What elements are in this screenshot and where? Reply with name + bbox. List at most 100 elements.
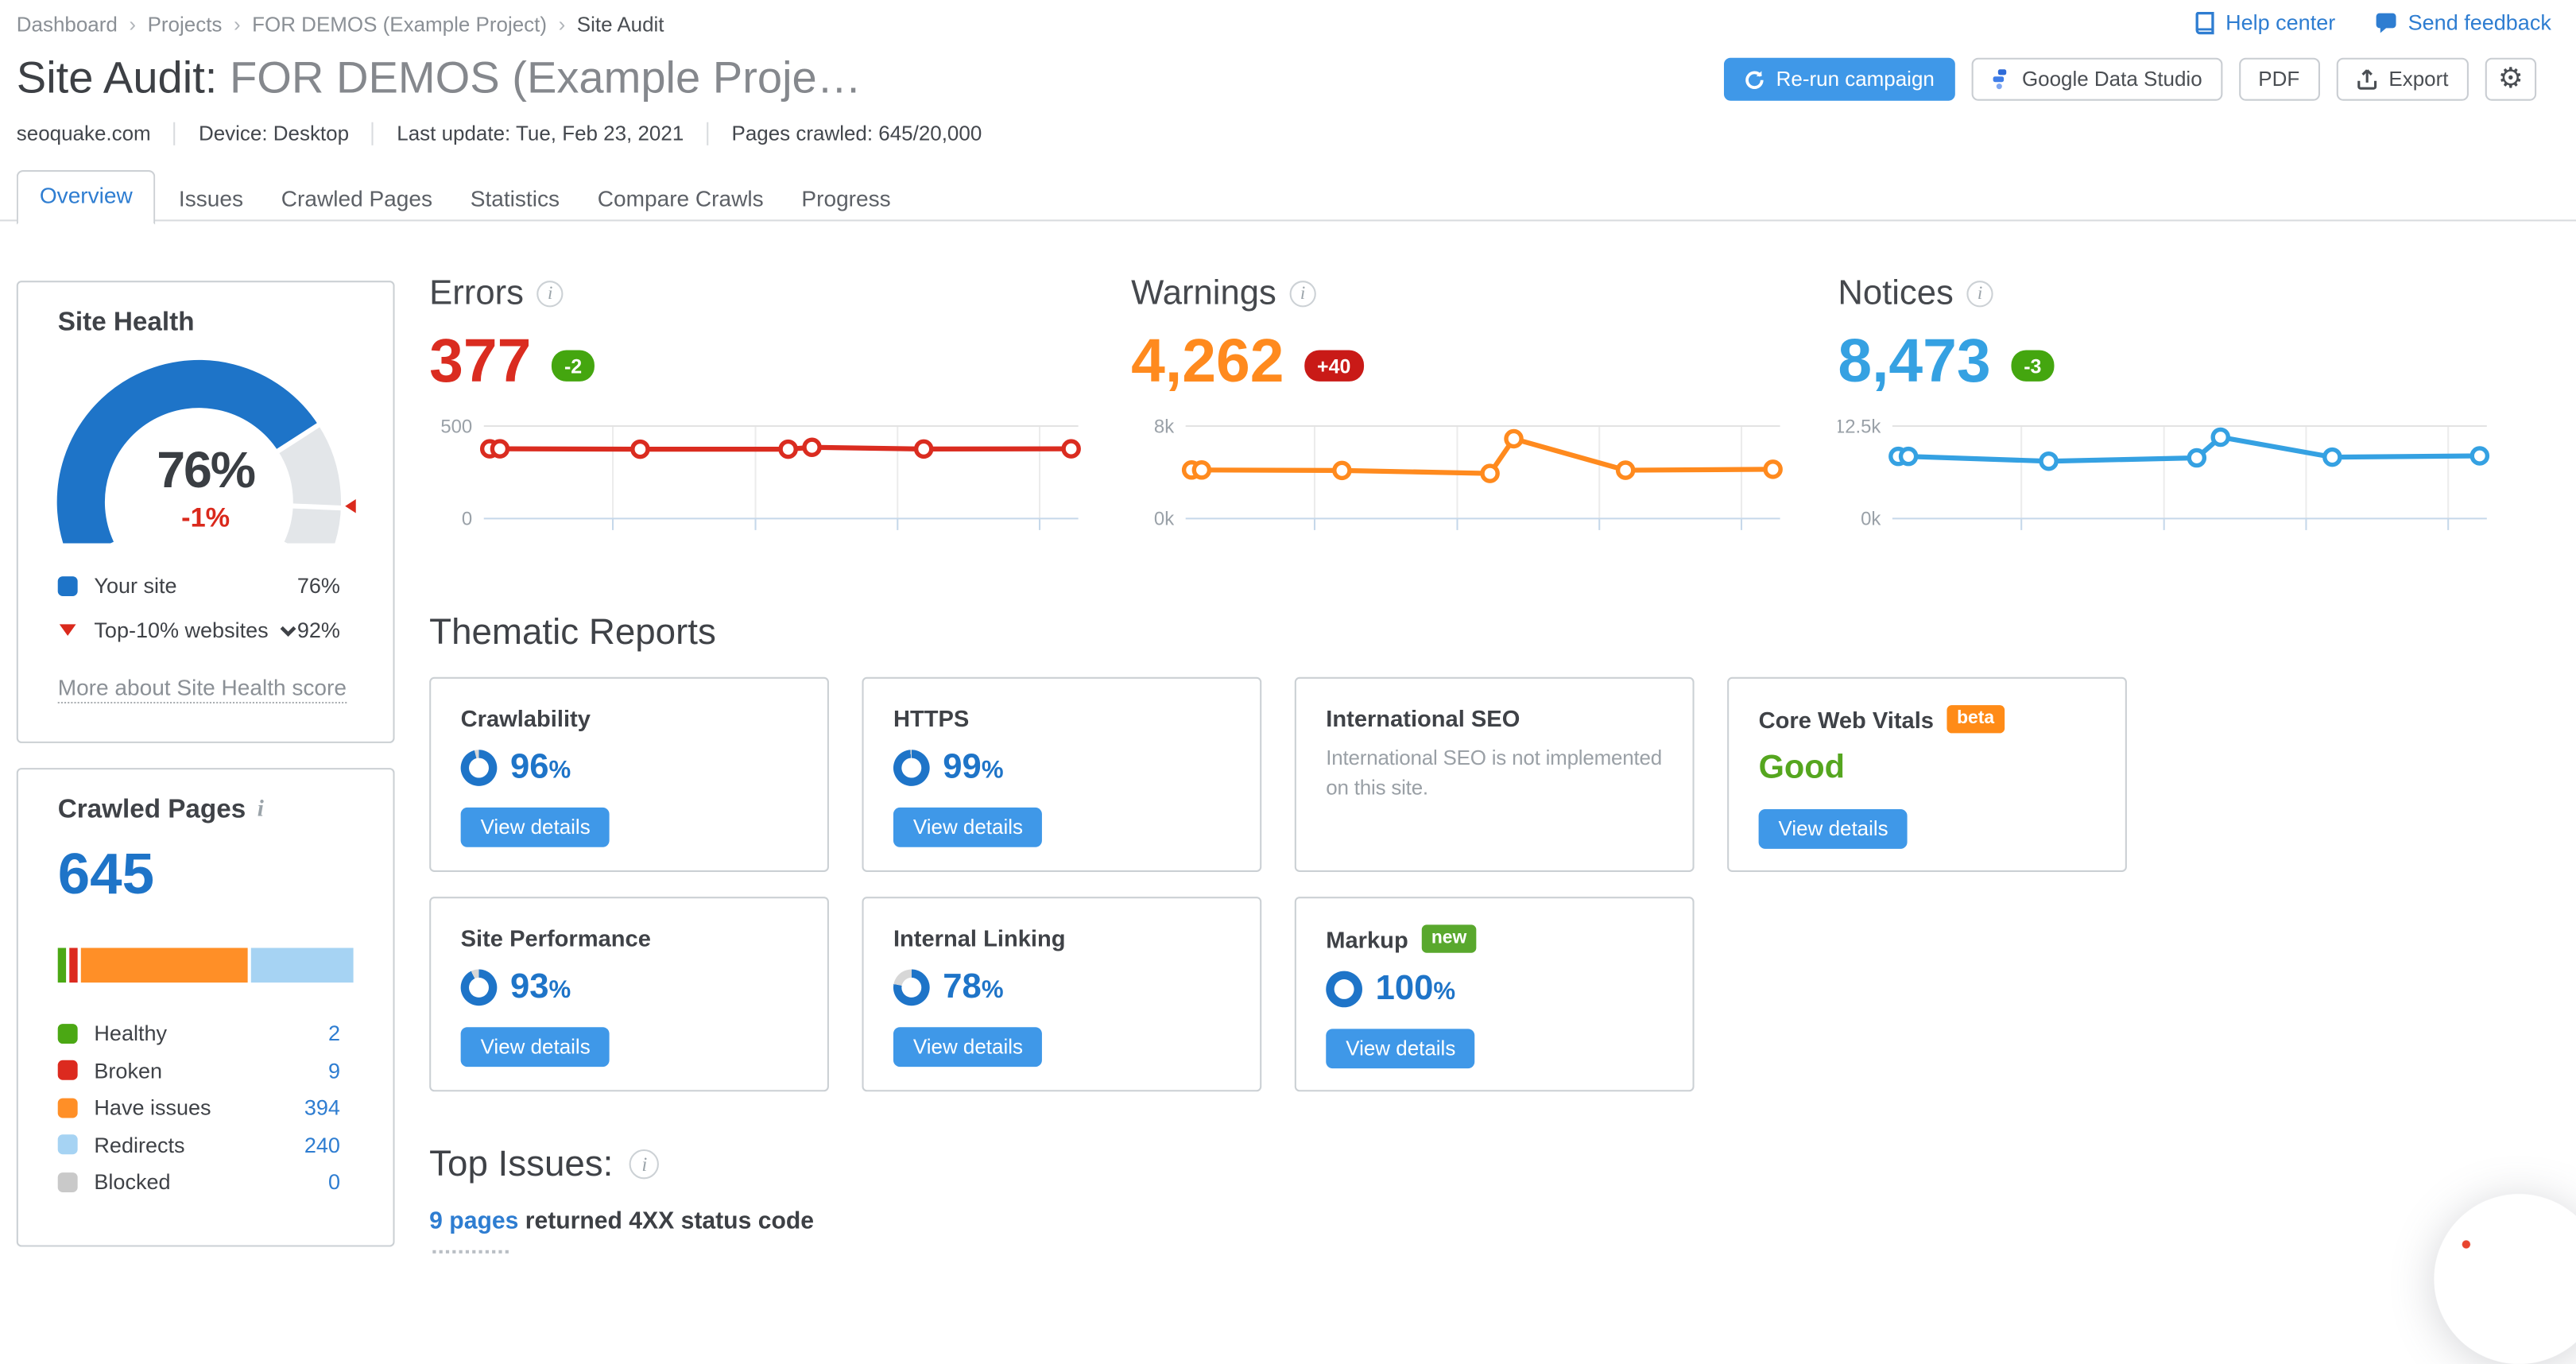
rerun-campaign-button[interactable]: Re-run campaign [1723,57,1954,101]
pdf-button[interactable]: PDF [2238,57,2320,101]
new-badge: new [1421,924,1477,954]
breadcrumb-separator: › [233,13,241,37]
crawled-pages-total: 645 [57,842,155,907]
breadcrumb-item-site-audit: Site Audit [576,13,664,37]
percent-value: 99% [943,748,1004,786]
site-health-score: 76% [157,440,256,499]
crawled-pages-legend-row: Redirects 240 [57,1132,340,1157]
meta-item: seoquake.com [16,122,151,145]
tab-progress[interactable]: Progress [801,186,891,211]
chat-widget-button[interactable] [2434,1194,2576,1364]
site-health-more-link[interactable]: More about Site Health score [57,676,347,704]
view-details-button[interactable]: View details [893,807,1043,847]
legend-label: Blocked [94,1168,171,1195]
crawled-pages-legend-row: Healthy 2 [57,1020,340,1046]
site-health-delta: -1% [181,503,230,534]
view-details-button[interactable]: View details [460,807,610,847]
errors-trend-chart: 500 0 [440,416,1081,530]
legend-swatch [57,1134,78,1155]
warnings-trend-chart: 8k 0k [1154,416,1783,530]
info-icon[interactable]: i [537,281,564,308]
thematic-reports-title: Thematic Reports [429,610,716,653]
donut-gauge [460,750,498,786]
legend-label: Redirects [94,1132,185,1157]
breadcrumb-item-projects[interactable]: Projects [147,13,223,37]
svg-text:0k: 0k [1154,509,1174,530]
help-center-link[interactable]: Help center [2194,10,2335,35]
site-health-legend-row: Top-10% websites 92% [58,618,340,642]
tab-overview[interactable]: Overview [16,169,156,225]
thematic-card-site-performance: Site Performance 93% View details [429,897,829,1092]
breadcrumb-separator: › [558,13,566,37]
info-icon[interactable]: i [1966,281,1993,308]
card-title: Internal Linking [893,924,1066,951]
tab-issues[interactable]: Issues [178,186,244,211]
legend-swatch [57,1023,78,1043]
legend-value-link[interactable]: 2 [327,1020,340,1046]
thematic-card-markup: Markup new 100% View details [1294,897,1695,1092]
info-icon[interactable]: i [257,797,264,823]
site-health-card: Site Health 76% -1% Your site 76% Top-10% … [16,281,395,743]
settings-button[interactable]: ⚙ [2485,57,2537,101]
google-data-studio-icon [1992,69,2006,90]
legend-label: Have issues [94,1095,211,1120]
legend-value-link[interactable]: 394 [304,1095,340,1120]
errors-delta-badge: -2 [551,350,595,382]
card-title: Crawlability [460,705,591,732]
legend-value-link[interactable]: 240 [304,1132,340,1157]
bar-segment-healthy [57,947,66,983]
export-button[interactable]: Export [2335,57,2469,101]
site-health-gauge [56,359,356,544]
meta-item: Pages crawled: 645/20,000 [707,122,1005,145]
send-feedback-link[interactable]: Send feedback [2375,10,2551,35]
svg-text:0: 0 [462,509,472,530]
info-icon[interactable]: i [1289,281,1316,308]
view-details-button[interactable]: View details [1326,1029,1476,1069]
beta-badge: beta [1947,705,2005,734]
notices-delta-badge: -3 [2010,350,2055,382]
issue-link-stub [432,1250,509,1254]
legend-value-link[interactable]: 0 [327,1168,340,1195]
bar-segment-have-issues [80,947,248,983]
svg-text:500: 500 [440,416,472,437]
notices-section: Notices i 8,473 -3 12.5k 0k [1838,274,2498,544]
meta-row: seoquake.com Device: Desktop Last update: … [17,122,1005,145]
bar-segment-redirects [251,947,354,983]
issue-count-link[interactable]: 9 pages [429,1208,519,1236]
donut-gauge [893,750,930,786]
crawled-pages-card: Crawled Pages i 645 Healthy 2 Broken 9 Have i… [16,768,395,1247]
status-value: Good [1758,750,1846,787]
crawled-pages-bar [57,947,354,983]
book-icon [2195,10,2214,34]
percent-value: 100% [1375,969,1456,1008]
donut-gauge [460,969,498,1006]
view-details-button[interactable]: View details [893,1027,1043,1068]
google-data-studio-button[interactable]: Google Data Studio [1970,57,2222,101]
breadcrumb-item-for-demos-example-project[interactable]: FOR DEMOS (Example Project) [252,13,548,37]
percent-value: 93% [509,967,571,1006]
card-title: International SEO [1326,705,1520,732]
tab-statistics[interactable]: Statistics [470,186,560,211]
breadcrumb-item-dashboard[interactable]: Dashboard [16,13,118,37]
tab-compare-crawls[interactable]: Compare Crawls [597,186,764,211]
notices-trend-chart: 12.5k 0k [1838,416,2490,530]
legend-swatch [57,575,78,595]
info-icon[interactable]: i [629,1149,660,1180]
notification-dot [2462,1240,2471,1249]
view-details-button[interactable]: View details [1758,809,1908,850]
card-body-text: International SEO is not implemented on … [1326,746,1662,799]
warnings-count: 4,262 [1131,326,1284,394]
view-details-button[interactable]: View details [460,1027,610,1068]
breadcrumb-separator: › [129,13,137,37]
card-title: Markup new [1326,924,1669,954]
errors-section: Errors i 377 -2 500 0 [429,274,1090,544]
chevron-down-icon[interactable] [278,623,296,637]
svg-text:12.5k: 12.5k [1838,416,1881,437]
card-title: HTTPS [893,705,970,732]
errors-title: Errors i [429,274,1090,314]
legend-value-link[interactable]: 9 [327,1057,340,1083]
tab-crawled-pages[interactable]: Crawled Pages [281,186,432,211]
crawled-pages-legend-row: Broken 9 [57,1057,340,1083]
top-issue-item: 9 pages returned 4XX status code [429,1209,814,1235]
card-title: Core Web Vitals beta [1759,705,2102,734]
